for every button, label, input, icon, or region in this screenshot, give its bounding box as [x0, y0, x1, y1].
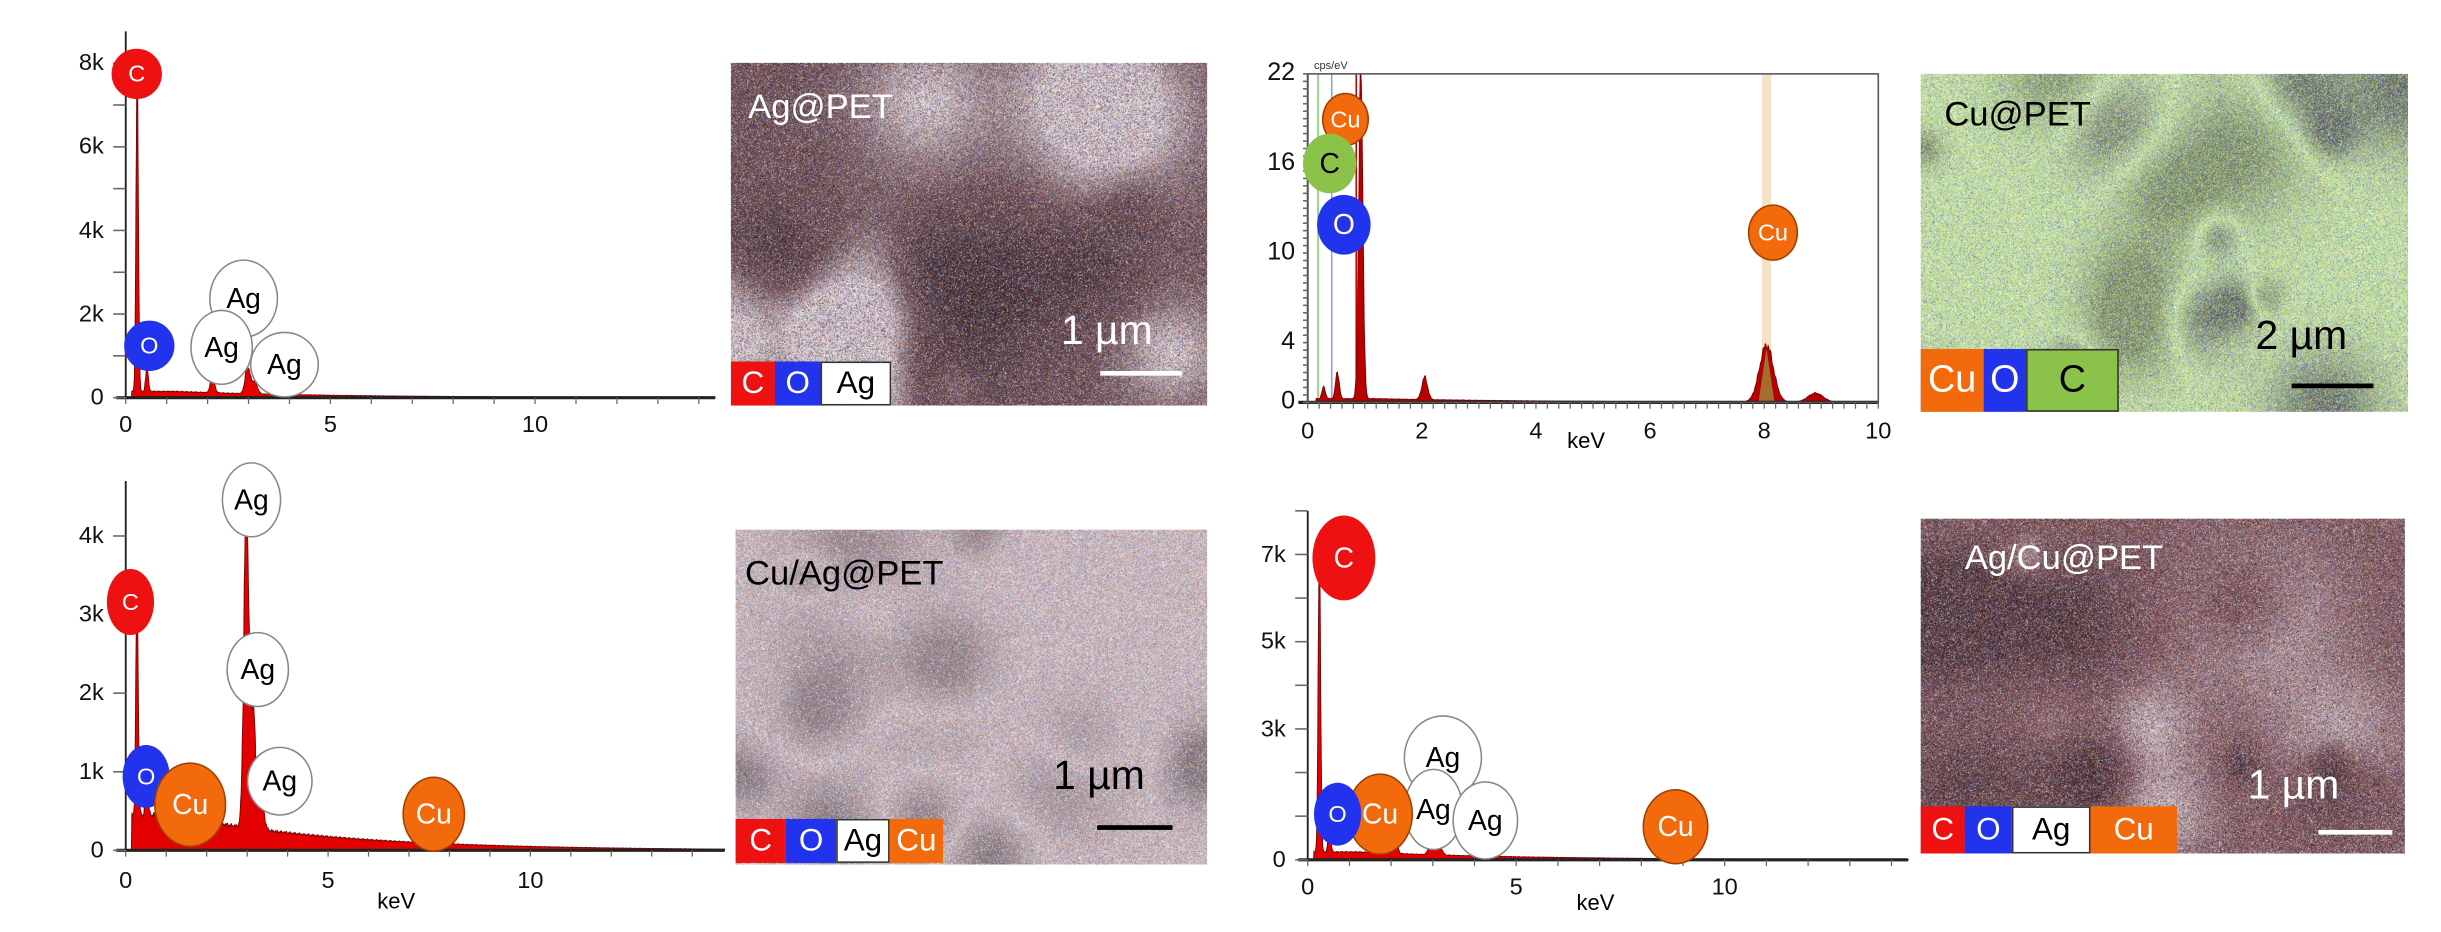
legend-swatch-o: O: [1983, 348, 2027, 412]
peak-label-ag: Ag: [190, 309, 254, 386]
x-tick-label: 0: [1301, 418, 1315, 445]
scale-bar-label: 1 µm: [2247, 760, 2340, 808]
y-tick-label: 7k: [1260, 541, 1286, 568]
x-tick-label: 0: [1301, 873, 1315, 901]
x-tick-label: 4: [1529, 418, 1543, 445]
elemental-map-3: [735, 529, 1208, 865]
y-unit-label: cps/eV: [1314, 61, 1348, 73]
scale-bar-label: 1 µm: [1053, 751, 1145, 799]
map-image: [735, 529, 1208, 865]
y-tick-label: 3k: [78, 601, 104, 628]
peak-label-c: C: [1303, 133, 1357, 194]
peak-label-c: C: [111, 48, 162, 100]
peak-label-ag: Ag: [221, 462, 282, 538]
cu-k-peak-overlay: [1758, 348, 1775, 403]
map-title: Cu@PET: [1944, 94, 2091, 134]
peak-label-c: C: [106, 568, 155, 636]
legend-swatch-ag: Ag: [2011, 806, 2091, 854]
legend-swatch-o: O: [785, 818, 837, 863]
y-tick-label: 4: [1281, 328, 1296, 356]
legend-swatch-ag: Ag: [820, 361, 892, 406]
scale-bar: [1097, 825, 1173, 830]
peak-label-c: C: [1312, 515, 1376, 601]
legend-swatch-cu: Cu: [2090, 806, 2177, 854]
legend-swatch-c: C: [1920, 806, 1965, 854]
legend-swatch-cu: Cu: [1920, 348, 1984, 412]
x-tick-label: 10: [1865, 418, 1892, 445]
x-tick-label: 5: [323, 411, 337, 439]
legend-swatch-ag: Ag: [836, 818, 890, 863]
legend-swatch-cu: Cu: [889, 818, 944, 863]
elemental-map-4: [1920, 518, 2405, 854]
map-title: Ag@PET: [748, 86, 893, 126]
map-title: Ag/Cu@PET: [1964, 537, 2164, 577]
elemental-map-1: [730, 62, 1208, 406]
x-tick-label: 2: [1415, 418, 1429, 445]
map-legend: Cu O C: [1920, 348, 2119, 412]
x-tick-label: 10: [1711, 873, 1738, 901]
x-tick-label: 10: [517, 867, 544, 895]
scale-bar: [1100, 370, 1182, 376]
peak-label-ag: Ag: [1452, 781, 1519, 860]
legend-swatch-c: C: [730, 361, 775, 406]
map-image: [730, 62, 1208, 406]
map-title: Cu/Ag@PET: [745, 553, 944, 593]
peak-label-ag: Ag: [249, 331, 320, 398]
y-tick-label: 4k: [78, 522, 104, 550]
y-tick-label: 22: [1267, 59, 1296, 87]
y-tick-label: 6k: [78, 133, 104, 161]
x-tick-label: 8: [1757, 418, 1771, 445]
peak-label-ag: Ag: [226, 631, 290, 708]
y-tick-label: 16: [1267, 149, 1296, 177]
peak-label-cu: Cu: [1642, 789, 1709, 865]
y-tick-label: 2k: [78, 300, 104, 328]
y-tick-label: 10: [1267, 238, 1296, 266]
y-tick-label: 0: [90, 384, 104, 412]
y-tick-label: 0: [1281, 388, 1296, 415]
legend-swatch-o: O: [774, 361, 821, 406]
scale-bar: [2291, 383, 2374, 389]
x-axis-label: keV: [1576, 889, 1615, 915]
x-axis-label: keV: [1567, 427, 1606, 453]
x-tick-label: 0: [119, 411, 133, 439]
peak-label-cu: Cu: [402, 776, 466, 852]
y-tick-label: 0: [90, 836, 104, 864]
peak-label-ag: Ag: [1403, 768, 1464, 851]
y-tick-label: 3k: [1260, 715, 1286, 743]
y-tick-label: 4k: [78, 217, 104, 244]
x-tick-label: 10: [521, 411, 549, 439]
peak-label-cu: Cu: [1747, 204, 1799, 261]
scale-bar-label: 2 µm: [2255, 311, 2348, 359]
x-tick-label: 5: [1509, 873, 1523, 901]
map-legend: C O Ag Cu: [1920, 806, 2177, 854]
legend-swatch-o: O: [1964, 806, 2012, 854]
x-axis-label: keV: [377, 888, 416, 914]
peak-label-o: O: [1317, 194, 1371, 255]
map-legend: C O Ag: [730, 361, 892, 406]
x-tick-label: 0: [119, 867, 133, 895]
map-image: [1920, 518, 2405, 854]
y-tick-label: 2k: [78, 679, 104, 707]
map-legend: C O Ag Cu: [735, 818, 944, 863]
legend-swatch-c: C: [2026, 348, 2119, 412]
scale-bar-label: 1 µm: [1060, 306, 1153, 354]
peak-label-o: O: [124, 320, 175, 371]
y-tick-label: 5k: [1260, 628, 1286, 656]
y-tick-label: 0: [1272, 846, 1286, 874]
legend-swatch-c: C: [735, 818, 786, 863]
scale-bar: [2318, 829, 2393, 835]
peak-label-o: O: [1314, 782, 1362, 846]
y-tick-label: 1k: [78, 758, 104, 786]
y-tick-label: 8k: [78, 49, 104, 77]
x-tick-label: 6: [1643, 418, 1657, 445]
peak-label-cu: Cu: [154, 762, 227, 848]
x-tick-label: 5: [321, 867, 335, 895]
peak-label-ag: Ag: [246, 746, 313, 816]
